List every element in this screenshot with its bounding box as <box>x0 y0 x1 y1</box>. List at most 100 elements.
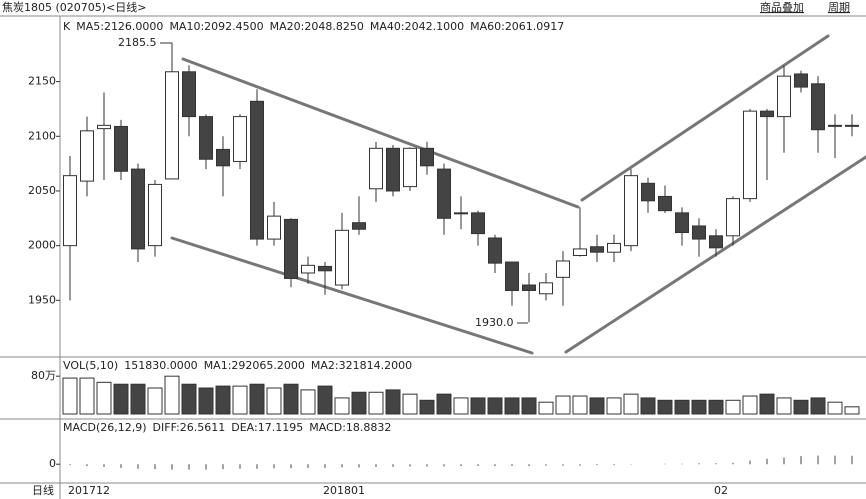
volume-bar <box>113 383 129 415</box>
candle-body <box>522 284 536 291</box>
volume-bar <box>487 397 503 415</box>
volume-bar <box>725 399 741 415</box>
volume-bar <box>844 406 860 415</box>
candle-body <box>794 73 808 88</box>
candle-body <box>607 242 621 253</box>
volume-bar <box>453 397 469 415</box>
volume-bar <box>147 387 163 415</box>
volume-bar <box>130 383 146 415</box>
candle-body <box>437 168 451 219</box>
candle-body <box>182 71 196 118</box>
x-tick-label: 201712 <box>68 484 110 497</box>
volume-bar <box>283 383 299 415</box>
volume-bar <box>62 377 78 415</box>
volume-bar <box>402 393 418 415</box>
legend-entry: MA60:2061.0917 <box>470 20 564 33</box>
volume-bar <box>96 381 112 415</box>
legend-entry: MA20:2048.8250 <box>270 20 364 33</box>
candle-body <box>556 260 570 278</box>
volume-bar <box>317 385 333 415</box>
candle-body <box>709 235 723 249</box>
y-tick-label: 2050 <box>28 184 56 197</box>
volume-bar <box>368 391 384 415</box>
volume-bar <box>589 397 605 415</box>
candle-body <box>471 212 485 235</box>
volume-bar <box>674 399 690 415</box>
volume-bar <box>759 393 775 415</box>
candle-body <box>148 183 162 247</box>
volume-bar <box>657 399 673 415</box>
overlay-button[interactable]: 商品叠加 <box>760 0 804 14</box>
candle-body <box>743 110 757 200</box>
candle-body <box>403 147 417 188</box>
candle-body <box>63 175 77 247</box>
volume-bar <box>351 391 367 415</box>
candle-body <box>811 83 825 131</box>
volume-bar <box>640 397 656 415</box>
volume-bar <box>623 393 639 415</box>
volume-bar <box>419 399 435 415</box>
legend-entry: DIFF:26.5611 <box>153 421 226 434</box>
period-button[interactable]: 周期 <box>828 1 850 14</box>
volume-bar <box>215 385 231 415</box>
legend-entry: K <box>63 20 71 33</box>
candle-body <box>624 175 638 247</box>
volume-bar <box>708 399 724 415</box>
y-tick-label: 0 <box>49 457 56 470</box>
volume-bar <box>470 397 486 415</box>
candle-body <box>335 229 349 286</box>
y-tick-label: 2100 <box>28 129 56 142</box>
volume-bar <box>79 377 95 415</box>
candle-body <box>352 222 366 230</box>
candle-body <box>301 264 315 274</box>
candle-body <box>386 147 400 192</box>
high-annotation: 2185.5 <box>118 36 157 49</box>
volume-bar <box>606 397 622 415</box>
legend-entry: MACD(26,12,9) <box>63 421 147 434</box>
volume-bar <box>181 383 197 415</box>
candle-body <box>692 225 706 240</box>
candle-body <box>165 71 179 180</box>
candle-body <box>318 265 332 272</box>
y-tick-label: 2000 <box>28 239 56 252</box>
volume-bar <box>232 385 248 415</box>
y-tick-label: 80万 <box>31 369 56 382</box>
volume-bar <box>164 375 180 415</box>
candle-body <box>675 212 689 234</box>
volume-bar <box>198 387 214 415</box>
trend-line <box>580 34 830 202</box>
y-tick-label: 2150 <box>28 75 56 88</box>
candle-body <box>573 248 587 256</box>
volume-bar <box>742 395 758 415</box>
candle-body <box>420 147 434 167</box>
volume-bar <box>691 399 707 415</box>
candle-body <box>726 198 740 237</box>
volume-bar <box>827 401 843 415</box>
volume-bar <box>810 397 826 415</box>
volume-bar <box>538 401 554 415</box>
candle-body <box>488 237 502 264</box>
candle-body <box>267 215 281 240</box>
candle-body <box>233 116 247 162</box>
candle-body <box>216 148 230 167</box>
candle-body <box>505 261 519 291</box>
legend-entry: MA1:292065.2000 <box>204 359 305 372</box>
volume-bar <box>572 395 588 415</box>
volume-bar <box>776 397 792 415</box>
volume-bar <box>385 389 401 415</box>
volume-bar <box>266 387 282 415</box>
candle-body <box>641 182 655 202</box>
volume-bar <box>793 399 809 415</box>
trend-line <box>170 236 534 355</box>
legend-entry: MA10:2092.4500 <box>169 20 263 33</box>
legend-entry: MACD:18.8832 <box>309 421 391 434</box>
candle-body <box>845 124 859 127</box>
candle-body <box>760 110 774 118</box>
candle-body <box>369 147 383 190</box>
candle-body <box>828 124 842 127</box>
volume-bar <box>555 395 571 415</box>
volume-bar <box>334 397 350 415</box>
candle-body <box>80 130 94 182</box>
candle-body <box>454 212 468 215</box>
